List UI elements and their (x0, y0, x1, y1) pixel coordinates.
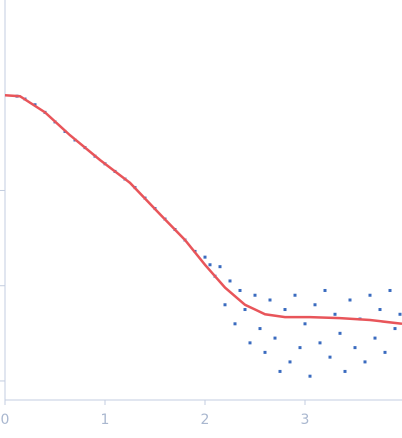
point (363, 360, 367, 364)
point (348, 298, 352, 302)
point (263, 350, 267, 354)
point (203, 255, 207, 259)
point (228, 279, 232, 283)
point (298, 346, 302, 350)
point (273, 336, 277, 340)
point (233, 322, 237, 326)
point (383, 350, 387, 354)
point (223, 303, 227, 307)
point (253, 293, 257, 297)
point (258, 327, 262, 331)
point (308, 374, 312, 378)
point (368, 293, 372, 297)
x-tick-label: 1 (101, 412, 110, 428)
point (208, 263, 212, 267)
fit-line (4, 93, 402, 326)
point (388, 288, 392, 292)
point (238, 288, 242, 292)
point (313, 303, 317, 307)
point (303, 322, 307, 326)
point (218, 265, 222, 269)
point (338, 331, 342, 335)
point (373, 336, 377, 340)
point (328, 355, 332, 359)
point (343, 369, 347, 373)
point (268, 298, 272, 302)
point (353, 346, 357, 350)
point (293, 293, 297, 297)
point (333, 312, 337, 316)
x-tick-label: 2 (201, 412, 210, 428)
x-tick-label: 3 (301, 412, 310, 428)
point (278, 369, 282, 373)
point (318, 341, 322, 345)
x-tick-label: 0 (1, 412, 10, 428)
point (283, 308, 287, 312)
point (398, 312, 402, 316)
point (288, 360, 292, 364)
point (243, 308, 247, 312)
point (248, 341, 252, 345)
point (393, 327, 397, 331)
point (323, 288, 327, 292)
point (378, 308, 382, 312)
